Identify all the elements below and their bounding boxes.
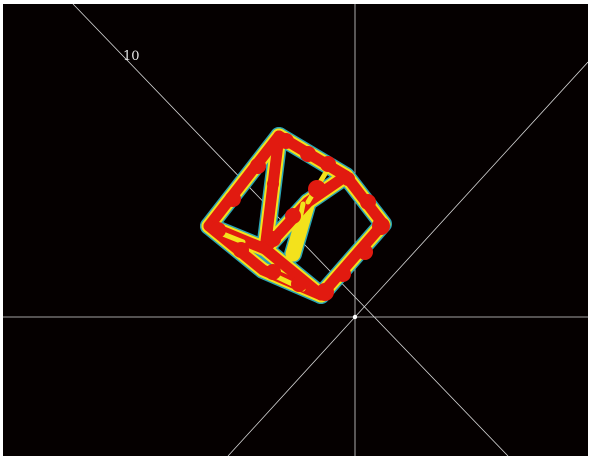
render-viewport[interactable]: 10 (3, 4, 588, 456)
axis-diagonal-b (227, 61, 588, 456)
cube-wireframe (200, 127, 392, 304)
origin-marker (352, 314, 358, 320)
scale-label: 10 (123, 49, 140, 64)
scene-canvas (3, 4, 588, 456)
